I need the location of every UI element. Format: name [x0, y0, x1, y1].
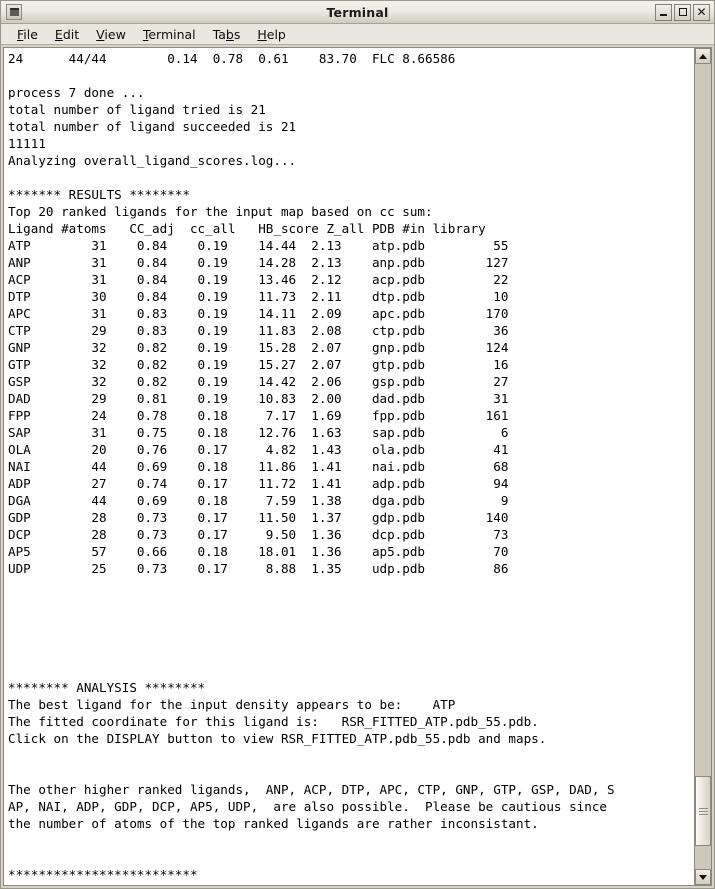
menu-label-tabs: Tabs: [212, 26, 241, 42]
menu-item-file[interactable]: File: [9, 26, 47, 43]
terminal-output: 24 44/44 0.14 0.78 0.61 83.70 FLC 8.6658…: [8, 51, 615, 882]
minimize-button[interactable]: [655, 3, 672, 21]
scrollbar-thumb[interactable]: [695, 776, 711, 846]
maximize-icon: [678, 8, 687, 16]
scroll-up-button[interactable]: [695, 48, 711, 64]
window-title: Terminal: [326, 4, 389, 20]
maximize-button[interactable]: [674, 3, 691, 21]
vertical-scrollbar[interactable]: [694, 47, 712, 886]
grip-icon: [698, 807, 708, 815]
window-controls: ✕: [655, 3, 711, 21]
arrow-up-icon: [699, 53, 707, 59]
minimize-icon: [660, 14, 667, 16]
menu-label-terminal: Terminal: [142, 26, 196, 42]
menu-label-file: File: [17, 26, 38, 42]
titlebar[interactable]: Terminal ✕: [1, 1, 714, 24]
menu-item-tabs[interactable]: Tabs: [205, 26, 250, 43]
arrow-down-icon: [699, 874, 707, 880]
scrollbar-track[interactable]: [695, 64, 711, 869]
menubar: File Edit View Terminal Tabs Help: [1, 24, 714, 45]
scroll-down-button[interactable]: [695, 869, 711, 885]
menu-label-edit: Edit: [54, 26, 80, 42]
terminal-area: 24 44/44 0.14 0.78 0.61 83.70 FLC 8.6658…: [1, 45, 714, 888]
close-icon: ✕: [696, 5, 707, 19]
menu-item-terminal[interactable]: Terminal: [135, 26, 205, 43]
close-button[interactable]: ✕: [693, 3, 710, 21]
menu-item-help[interactable]: Help: [249, 26, 295, 43]
terminal-icon[interactable]: [6, 4, 22, 20]
menu-item-edit[interactable]: Edit: [47, 26, 88, 43]
menu-item-view[interactable]: View: [88, 26, 135, 43]
terminal-screen[interactable]: 24 44/44 0.14 0.78 0.61 83.70 FLC 8.6658…: [3, 47, 694, 886]
menu-label-view: View: [96, 26, 126, 42]
menu-label-help: Help: [257, 26, 286, 42]
